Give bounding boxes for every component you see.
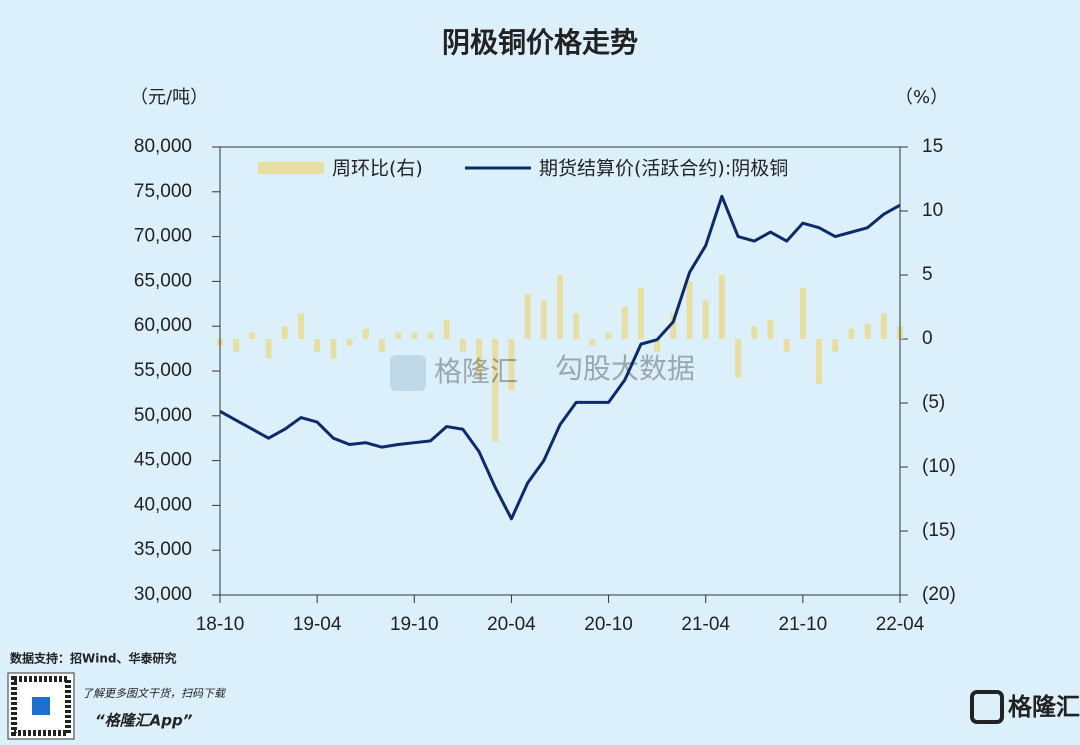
bar — [799, 287, 806, 339]
footer-app: “格隆汇App” — [95, 712, 193, 730]
y2-tick-label: (5) — [922, 392, 945, 413]
y2-axis-label: （%） — [895, 87, 948, 108]
y2-tick-label: (10) — [922, 456, 956, 477]
bar — [346, 339, 353, 346]
bar — [362, 328, 369, 339]
source: 数据支持：招Wind、华泰研究 — [10, 651, 176, 666]
bar — [735, 339, 742, 378]
bar — [816, 339, 823, 384]
y-tick-label: 60,000 — [134, 315, 192, 336]
bar — [589, 339, 596, 346]
bar — [557, 275, 563, 339]
y-tick-label: 70,000 — [134, 226, 192, 247]
y2-tick-label: 5 — [922, 264, 933, 285]
bar — [395, 332, 402, 339]
x-tick-label: 22-04 — [876, 614, 925, 635]
qr-logo — [32, 697, 50, 715]
bar — [427, 332, 434, 339]
bar — [459, 339, 466, 352]
bar — [637, 287, 644, 339]
footer-logo: 格隆汇 — [1008, 693, 1080, 721]
y-tick-label: 55,000 — [134, 360, 192, 381]
bar — [330, 339, 337, 359]
y2-tick-label: 15 — [922, 136, 943, 157]
bar — [621, 307, 628, 339]
y-tick-label: 35,000 — [134, 539, 192, 560]
plot-frame — [219, 146, 901, 596]
x-tick-label: 20-04 — [487, 614, 536, 635]
legend-label: 周环比(右) — [332, 158, 423, 180]
bar — [378, 339, 385, 352]
bar — [265, 339, 272, 359]
bar — [573, 313, 580, 339]
bar — [297, 313, 304, 339]
footer-promo: 了解更多图文干货，扫码下载 — [82, 687, 227, 700]
y-tick-label: 30,000 — [134, 584, 192, 605]
bar — [864, 323, 871, 339]
watermark: 格隆汇 勾股大数据 — [390, 352, 695, 391]
bar — [670, 313, 677, 339]
legend-label: 期货结算价(活跃合约):阴极铜 — [539, 158, 788, 180]
y2-tick-label: (15) — [922, 520, 956, 541]
logo-icon — [970, 690, 1004, 724]
x-tick-label: 19-04 — [293, 614, 342, 635]
bar — [686, 281, 693, 339]
y2-tick-label: 0 — [922, 328, 933, 349]
bar — [411, 332, 418, 339]
bar — [443, 319, 450, 339]
bar — [702, 300, 709, 339]
bar — [783, 339, 790, 352]
y-axis-label: （元/吨） — [130, 87, 208, 108]
price-line — [219, 194, 901, 521]
legend-swatch — [258, 162, 324, 174]
y2-tick-label: (20) — [922, 584, 956, 605]
bar — [233, 339, 240, 352]
bar — [281, 326, 288, 339]
bar — [492, 339, 499, 442]
y-tick-label: 45,000 — [134, 450, 192, 471]
y-tick-label: 65,000 — [134, 270, 192, 291]
bar — [654, 339, 661, 352]
bar — [751, 326, 758, 339]
bar — [880, 313, 887, 339]
qr-pattern — [11, 676, 71, 736]
x-tick-label: 21-10 — [779, 614, 828, 635]
bar — [718, 275, 725, 339]
y-tick-label: 40,000 — [134, 494, 192, 515]
watermark-product: 勾股大数据 — [555, 352, 695, 385]
bar — [540, 300, 547, 339]
y-tick-label: 50,000 — [134, 405, 192, 426]
watermark-icon — [390, 355, 426, 391]
y2-tick-label: 10 — [922, 200, 943, 221]
x-tick-label: 19-10 — [390, 614, 439, 635]
y-tick-label: 80,000 — [134, 136, 192, 157]
y-tick-label: 75,000 — [134, 181, 192, 202]
bar — [476, 339, 483, 378]
chart-title: 阴极铜价格走势 — [442, 26, 638, 59]
bar — [767, 319, 774, 339]
bar — [314, 339, 321, 352]
bar — [249, 332, 256, 339]
bar — [848, 328, 855, 339]
x-tick-label: 18-10 — [196, 614, 245, 635]
watermark-brand: 格隆汇 — [434, 355, 518, 388]
bar — [508, 339, 515, 391]
bar — [832, 339, 839, 352]
bar — [524, 294, 531, 339]
x-tick-label: 21-04 — [681, 614, 730, 635]
x-tick-label: 20-10 — [584, 614, 633, 635]
bar — [605, 332, 612, 339]
